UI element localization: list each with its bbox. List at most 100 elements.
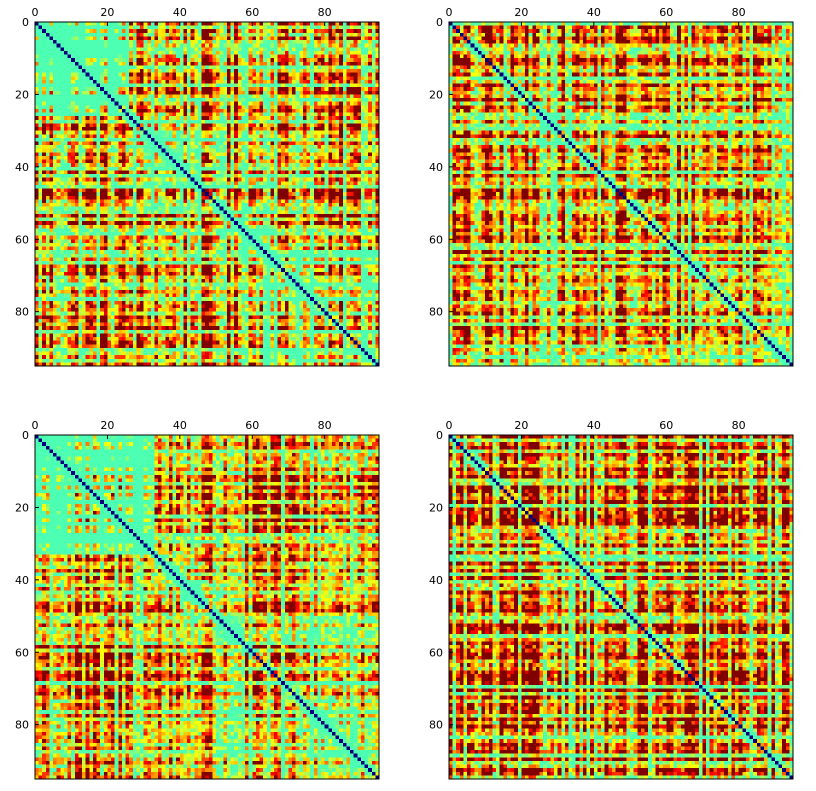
- heatmap-cell: [115, 51, 119, 55]
- heatmap-cell: [194, 58, 198, 62]
- heatmap-cell: [169, 26, 173, 30]
- heatmap-cell: [133, 29, 137, 33]
- heatmap-cell: [39, 62, 43, 66]
- heatmap-cell: [187, 40, 191, 44]
- heatmap-cell: [60, 26, 64, 30]
- heatmap-cell: [227, 51, 231, 55]
- heatmap-cell: [296, 33, 300, 37]
- heatmap-cell: [231, 40, 235, 44]
- heatmap-cell: [209, 40, 213, 44]
- heatmap-cell: [278, 58, 282, 62]
- heatmap-cell: [126, 26, 130, 30]
- heatmap-cell: [256, 44, 260, 48]
- heatmap-cell: [100, 36, 104, 40]
- heatmap-cell: [82, 36, 86, 40]
- heatmap-cell: [281, 40, 285, 44]
- heatmap-cell: [346, 51, 350, 55]
- heatmap-cell: [245, 58, 249, 62]
- heatmap-cell: [162, 22, 166, 26]
- heatmap-cell: [288, 58, 292, 62]
- heatmap-cell: [325, 47, 329, 51]
- heatmap-cell: [278, 40, 282, 44]
- heatmap-cell: [321, 55, 325, 59]
- heatmap-cell: [118, 22, 122, 26]
- heatmap-cell: [165, 29, 169, 33]
- heatmap-cell: [288, 22, 292, 26]
- heatmap-cell: [216, 33, 220, 37]
- heatmap-cell: [317, 55, 321, 59]
- heatmap-cell: [194, 26, 198, 30]
- heatmap-cell: [60, 55, 64, 59]
- heatmap-cell: [147, 26, 151, 30]
- heatmap-cell: [310, 33, 314, 37]
- heatmap-cell: [209, 51, 213, 55]
- heatmap-cell: [111, 51, 115, 55]
- heatmap-cell: [162, 44, 166, 48]
- heatmap-cell: [256, 55, 260, 59]
- heatmap-cell: [336, 51, 340, 55]
- heatmap-cell: [78, 44, 82, 48]
- heatmap-cell: [336, 47, 340, 51]
- heatmap-cell: [144, 26, 148, 30]
- heatmap-cell: [361, 51, 365, 55]
- heatmap-cell: [249, 26, 253, 30]
- heatmap-cell: [288, 55, 292, 59]
- heatmap-cell: [220, 44, 224, 48]
- heatmap-cell: [227, 55, 231, 59]
- heatmap-cell: [100, 58, 104, 62]
- heatmap-cell: [209, 47, 213, 51]
- heatmap-cell: [194, 55, 198, 59]
- heatmap-cell: [372, 58, 376, 62]
- heatmap-cell: [93, 29, 97, 33]
- heatmap-cell: [68, 36, 72, 40]
- heatmap-cell: [115, 58, 119, 62]
- heatmap-cell: [60, 22, 64, 26]
- heatmap-cell: [158, 58, 162, 62]
- heatmap-cell: [42, 62, 46, 66]
- heatmap-cell: [183, 29, 187, 33]
- heatmap-cell: [140, 44, 144, 48]
- heatmap-cell: [274, 44, 278, 48]
- heatmap-cell: [154, 26, 158, 30]
- heatmap-cell: [314, 51, 318, 55]
- heatmap-cell: [216, 29, 220, 33]
- heatmap-cell: [151, 33, 155, 37]
- heatmap-cell: [368, 44, 372, 48]
- heatmap-cell: [89, 55, 93, 59]
- heatmap-cell: [180, 33, 184, 37]
- heatmap-cell: [89, 33, 93, 37]
- heatmap-cell: [238, 26, 242, 30]
- heatmap-cell: [183, 36, 187, 40]
- heatmap-cell: [176, 55, 180, 59]
- heatmap-cell: [368, 58, 372, 62]
- heatmap-cell: [325, 58, 329, 62]
- heatmap-cell: [71, 40, 75, 44]
- heatmap-cell: [205, 22, 209, 26]
- heatmap-cell: [154, 44, 158, 48]
- heatmap-cell: [122, 22, 126, 26]
- heatmap-cell: [136, 26, 140, 30]
- heatmap-cell: [53, 44, 57, 48]
- heatmap-cell: [314, 33, 318, 37]
- heatmap-cell: [372, 26, 376, 30]
- heatmap-cell: [140, 55, 144, 59]
- heatmap-cell: [115, 44, 119, 48]
- heatmap-cell: [339, 47, 343, 51]
- heatmap-cell: [350, 33, 354, 37]
- heatmap-cell: [158, 26, 162, 30]
- heatmap-cell: [303, 36, 307, 40]
- heatmap-cell: [144, 58, 148, 62]
- heatmap-cell: [285, 44, 289, 48]
- heatmap-cell: [97, 44, 101, 48]
- heatmap-cell: [299, 33, 303, 37]
- heatmap-cell: [42, 29, 46, 33]
- heatmap-cell: [86, 58, 90, 62]
- heatmap-cell: [194, 47, 198, 51]
- heatmap-cell: [343, 36, 347, 40]
- heatmap-cell: [343, 44, 347, 48]
- heatmap-cell: [64, 44, 68, 48]
- heatmap-cell: [368, 47, 372, 51]
- heatmap-cell: [89, 26, 93, 30]
- heatmap-cell: [82, 29, 86, 33]
- heatmap-cell: [245, 51, 249, 55]
